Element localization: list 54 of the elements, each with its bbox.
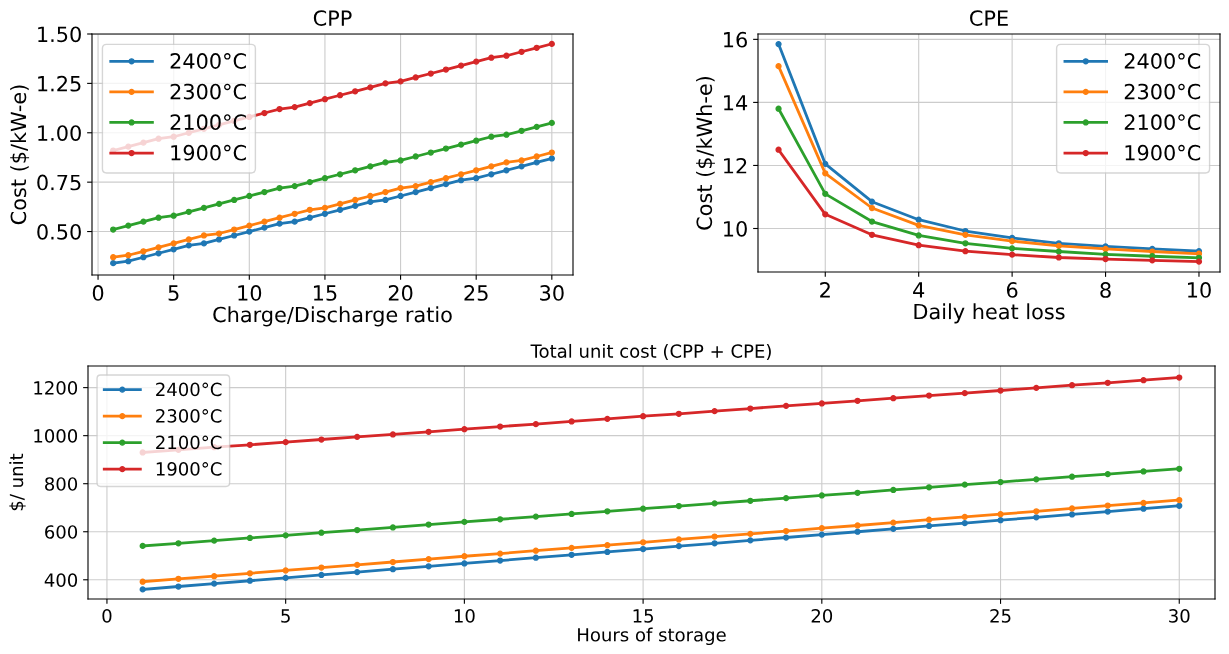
- legend-label: 2100°C: [1124, 114, 1201, 131]
- y-tick-label: 14: [724, 95, 748, 111]
- y-axis-title: $/ unit: [9, 453, 26, 511]
- y-tick-label: 16: [724, 31, 747, 48]
- x-tick-label: 2: [820, 282, 830, 298]
- x-tick-label: 30: [540, 285, 564, 301]
- x-tick-label: 8: [1100, 282, 1111, 298]
- legend-label: 2300°C: [170, 83, 246, 100]
- legend-label: 1900°C: [1125, 144, 1201, 161]
- chart-title: Total unit cost (CPP + CPE): [530, 343, 771, 361]
- y-tick-label: 12: [724, 157, 747, 174]
- chart-title: CPP: [313, 10, 352, 26]
- x-tick-label: 25: [464, 285, 488, 301]
- x-tick-label: 4: [913, 282, 925, 298]
- x-tick-label: 15: [313, 285, 337, 301]
- y-tick-label: 1.50: [38, 26, 81, 43]
- y-tick-label: 0.75: [37, 174, 81, 191]
- legend-label: 2400°C: [170, 53, 246, 69]
- y-tick-label: 10: [724, 220, 747, 237]
- legend-label: 2300°C: [1124, 83, 1201, 100]
- legend-label: 2100°C: [156, 435, 222, 450]
- y-tick-label: 1000: [34, 429, 78, 443]
- x-axis-title: Hours of storage: [578, 627, 726, 646]
- x-tick-label: 5: [281, 609, 290, 623]
- x-tick-label: 10: [454, 609, 475, 623]
- y-tick-label: 600: [45, 525, 78, 539]
- x-tick-label: 30: [1169, 609, 1190, 623]
- legend-label: 2400°C: [1124, 53, 1201, 69]
- y-axis-title: Cost ($/kWh-e): [696, 76, 715, 230]
- legend-label: 1900°C: [171, 144, 246, 161]
- x-tick-label: 5: [168, 285, 179, 301]
- x-axis-title: Daily heat loss: [914, 303, 1065, 324]
- x-tick-label: 6: [1006, 282, 1018, 298]
- legend-label: 2100°C: [170, 114, 246, 131]
- y-tick-label: 0.50: [37, 223, 81, 240]
- x-tick-label: 20: [811, 609, 833, 623]
- x-tick-label: 15: [633, 609, 654, 623]
- legend-label: 2400°C: [156, 382, 222, 397]
- x-tick-label: 0: [102, 609, 112, 623]
- y-tick-label: 1200: [34, 381, 78, 395]
- y-axis-title: Cost ($/kW-e): [10, 85, 30, 225]
- y-tick-label: 1.00: [38, 125, 81, 141]
- x-tick-label: 20: [388, 285, 413, 301]
- legend-label: 1900°C: [156, 462, 222, 476]
- y-tick-label: 1.25: [38, 75, 81, 92]
- x-tick-label: 0: [92, 285, 104, 301]
- legend-label: 2300°C: [156, 409, 222, 423]
- y-tick-label: 400: [44, 573, 78, 587]
- x-tick-label: 25: [990, 609, 1011, 623]
- chart-title: CPE: [970, 10, 1008, 26]
- x-tick-label: 10: [238, 285, 262, 301]
- x-axis-title: Charge/Discharge ratio: [213, 306, 452, 327]
- y-tick-label: 800: [45, 477, 78, 491]
- x-tick-label: 10: [1188, 282, 1211, 298]
